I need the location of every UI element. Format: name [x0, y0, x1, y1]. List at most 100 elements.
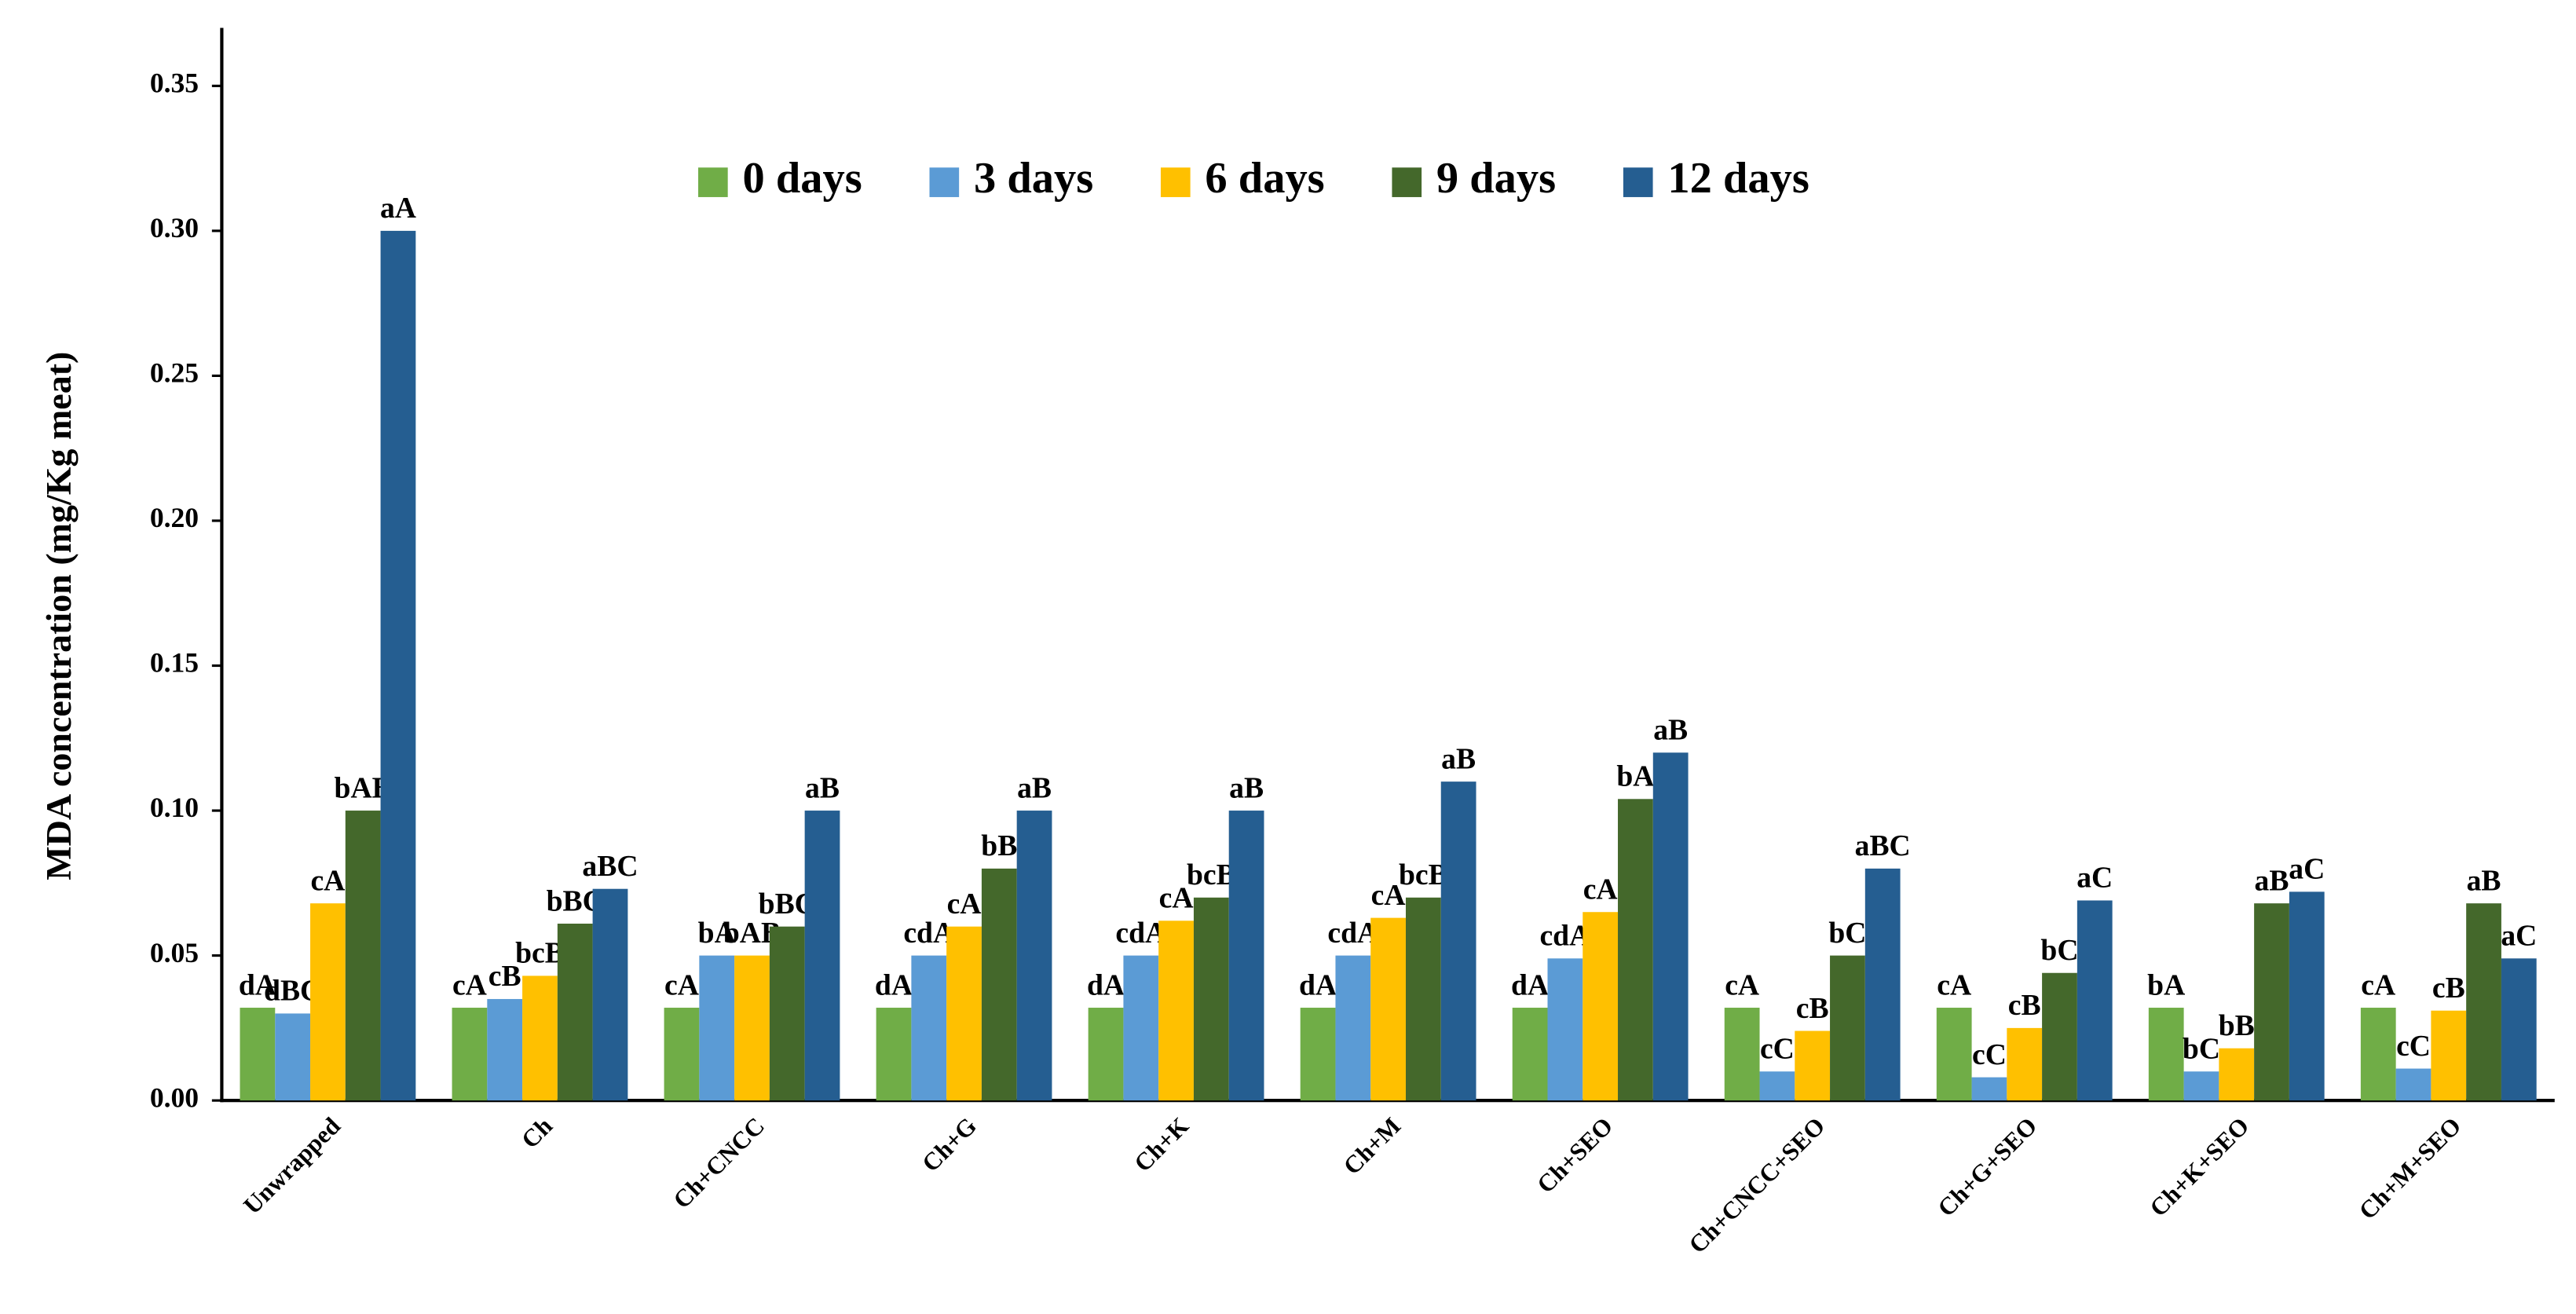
- significance-label: cA: [1159, 882, 1194, 915]
- bar: [1583, 912, 1619, 1101]
- legend-label: 6 days: [1205, 154, 1324, 203]
- x-tick-label: Ch+CNCC+SEO: [1683, 1112, 1830, 1259]
- bar: [769, 926, 805, 1101]
- significance-label: aB: [1229, 771, 1264, 804]
- bar: [275, 1013, 311, 1101]
- significance-label: bA: [698, 917, 736, 950]
- bar: [1864, 868, 1901, 1101]
- significance-label: dA: [239, 968, 276, 1001]
- x-tick-label: Ch: [516, 1112, 558, 1154]
- bar: [2395, 1068, 2431, 1101]
- legend-swatch: [1623, 167, 1653, 197]
- significance-label: bC: [2183, 1033, 2220, 1066]
- bar: [1123, 955, 1159, 1101]
- bar: [876, 1008, 912, 1101]
- bar: [1405, 897, 1441, 1101]
- significance-label: cB: [488, 960, 521, 993]
- significance-label: cC: [2396, 1030, 2431, 1063]
- x-tick-label: Ch+M+SEO: [2354, 1112, 2467, 1225]
- significance-label: cB: [2432, 972, 2465, 1005]
- x-tick-label: Unwrapped: [238, 1111, 346, 1219]
- bar: [2254, 903, 2289, 1101]
- legend-label: 9 days: [1436, 154, 1556, 203]
- bar: [2183, 1071, 2219, 1101]
- significance-label: bC: [1828, 917, 1866, 950]
- y-tick-label: 0.00: [150, 1082, 199, 1113]
- bar: [981, 868, 1017, 1101]
- x-tick-label: Ch+CNCC: [668, 1112, 770, 1214]
- y-tick-label: 0.15: [150, 647, 199, 679]
- significance-label: cA: [664, 968, 699, 1001]
- bar: [1228, 811, 1264, 1101]
- bar: [1370, 917, 1406, 1101]
- significance-label: bB: [981, 829, 1017, 862]
- significance-label: aB: [1653, 714, 1688, 747]
- bar: [911, 955, 947, 1101]
- bar: [2431, 1010, 2467, 1101]
- bar: [1016, 811, 1052, 1101]
- significance-label: cA: [1937, 968, 1971, 1001]
- significance-label: cdA: [1327, 917, 1378, 950]
- bar: [1652, 752, 1689, 1101]
- y-tick-label: 0.30: [150, 212, 199, 243]
- significance-label: aB: [1441, 742, 1476, 775]
- legend-swatch: [698, 167, 728, 197]
- y-tick-label: 0.25: [150, 357, 199, 389]
- significance-label: cdA: [1539, 920, 1590, 953]
- bar: [1830, 955, 1865, 1101]
- significance-label: cdA: [1115, 917, 1166, 950]
- significance-label: bcB: [515, 937, 565, 970]
- bar: [2077, 900, 2113, 1101]
- significance-label: bA: [1616, 760, 1654, 793]
- bar: [1618, 799, 1653, 1101]
- significance-label: aB: [1017, 771, 1052, 804]
- legend-label: 0 days: [743, 154, 862, 203]
- significance-label: cC: [1972, 1038, 2007, 1071]
- y-tick-label: 0.05: [150, 937, 199, 968]
- bar: [2148, 1008, 2184, 1101]
- bar: [1971, 1077, 2007, 1101]
- bar: [2219, 1048, 2255, 1101]
- significance-label: cA: [1371, 879, 1406, 912]
- significance-label: aB: [2255, 864, 2289, 897]
- bar: [1193, 897, 1229, 1101]
- y-tick-label: 0.10: [150, 792, 199, 823]
- x-tick-label: Ch+K: [1129, 1111, 1194, 1177]
- x-tick-label: Ch+SEO: [1531, 1112, 1618, 1199]
- x-tick-label: Ch+K+SEO: [2144, 1112, 2254, 1222]
- significance-label: cA: [1725, 968, 1759, 1001]
- bar: [1547, 958, 1583, 1101]
- bar: [699, 955, 735, 1101]
- bar: [804, 811, 840, 1101]
- bar: [734, 955, 770, 1101]
- significance-label: cdA: [903, 917, 954, 950]
- significance-label: aBC: [582, 850, 638, 883]
- bar: [1759, 1071, 1795, 1101]
- significance-label: bcB: [1187, 858, 1236, 891]
- significance-label: cA: [452, 968, 487, 1001]
- bar: [1936, 1008, 1972, 1101]
- bar: [2042, 972, 2077, 1101]
- legend-swatch: [929, 167, 960, 197]
- bar: [310, 903, 346, 1101]
- bar: [1335, 955, 1371, 1101]
- x-tick-label: Ch+G: [917, 1112, 982, 1177]
- significance-label: cB: [1796, 992, 1829, 1025]
- bar: [2501, 958, 2537, 1101]
- bar: [1158, 921, 1194, 1101]
- bar: [664, 1008, 700, 1101]
- significance-label: aB: [805, 771, 840, 804]
- x-tick-label: Ch+G+SEO: [1932, 1112, 2042, 1222]
- significance-label: cA: [2361, 968, 2395, 1001]
- significance-label: bA: [2147, 968, 2185, 1001]
- bar: [592, 888, 628, 1101]
- significance-label: cA: [310, 864, 345, 897]
- significance-label: aC: [2077, 862, 2113, 895]
- bar: [1724, 1008, 1760, 1101]
- bar: [946, 926, 982, 1101]
- bar: [1088, 1008, 1124, 1101]
- significance-label: aBC: [1855, 829, 1911, 862]
- significance-label: cB: [2008, 989, 2041, 1022]
- significance-label: aB: [2467, 864, 2501, 897]
